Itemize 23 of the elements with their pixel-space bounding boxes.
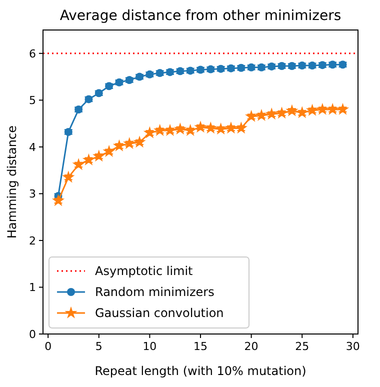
point: [143, 126, 156, 138]
y-tick-label: 3: [29, 188, 36, 201]
y-tick-label: 2: [29, 234, 36, 248]
legend-label: Random minimizers: [95, 285, 214, 299]
x-tick-label: 5: [95, 340, 102, 353]
point: [62, 170, 75, 183]
y-tick-label: 1: [29, 281, 36, 294]
legend-label: Asymptotic limit: [95, 264, 194, 278]
legend-label: Gaussian convolution: [95, 306, 224, 320]
y-axis-title: Hamming distance: [5, 126, 19, 238]
y-tick-label: 6: [29, 47, 36, 60]
x-tick-label: 10: [142, 340, 157, 353]
y-tick-label: 5: [29, 94, 36, 108]
x-tick-label: 30: [346, 340, 360, 353]
x-tick-label: 25: [295, 340, 310, 353]
x-tick-label: 20: [244, 340, 258, 353]
y-tick-label: 0: [29, 328, 36, 341]
x-axis-title: Repeat length (with 10% mutation): [94, 364, 306, 378]
point: [52, 194, 65, 206]
x-tick-label: 0: [44, 340, 52, 353]
chart-title: Average distance from other minimizers: [60, 8, 342, 24]
x-tick-label: 15: [194, 340, 208, 353]
y-tick-label: 4: [29, 140, 36, 154]
